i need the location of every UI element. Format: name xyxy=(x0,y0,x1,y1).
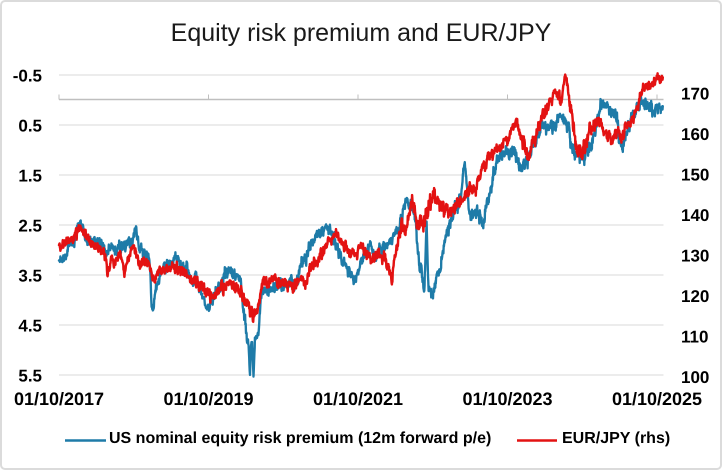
svg-text:140: 140 xyxy=(681,206,709,225)
svg-text:EUR/JPY (rhs): EUR/JPY (rhs) xyxy=(562,430,670,447)
svg-text:4.5: 4.5 xyxy=(18,317,42,336)
svg-text:0.5: 0.5 xyxy=(18,117,42,136)
svg-text:01/10/2017: 01/10/2017 xyxy=(14,389,104,409)
svg-text:US nominal equity risk premium: US nominal equity risk premium (12m forw… xyxy=(109,430,491,447)
svg-text:01/10/2021: 01/10/2021 xyxy=(313,389,403,409)
svg-text:1.5: 1.5 xyxy=(18,167,42,186)
svg-text:170: 170 xyxy=(681,85,709,104)
svg-text:150: 150 xyxy=(681,166,709,185)
svg-text:01/10/2023: 01/10/2023 xyxy=(462,389,552,409)
svg-text:01/10/2025: 01/10/2025 xyxy=(612,389,702,409)
svg-text:160: 160 xyxy=(681,125,709,144)
svg-text:-0.5: -0.5 xyxy=(13,67,42,86)
svg-text:110: 110 xyxy=(681,328,708,347)
svg-text:120: 120 xyxy=(681,287,709,306)
svg-text:01/10/2019: 01/10/2019 xyxy=(163,389,253,409)
svg-text:100: 100 xyxy=(681,368,709,387)
svg-text:5.5: 5.5 xyxy=(18,367,42,386)
svg-text:3.5: 3.5 xyxy=(18,267,42,286)
svg-text:130: 130 xyxy=(681,247,709,266)
svg-text:2.5: 2.5 xyxy=(18,217,42,236)
